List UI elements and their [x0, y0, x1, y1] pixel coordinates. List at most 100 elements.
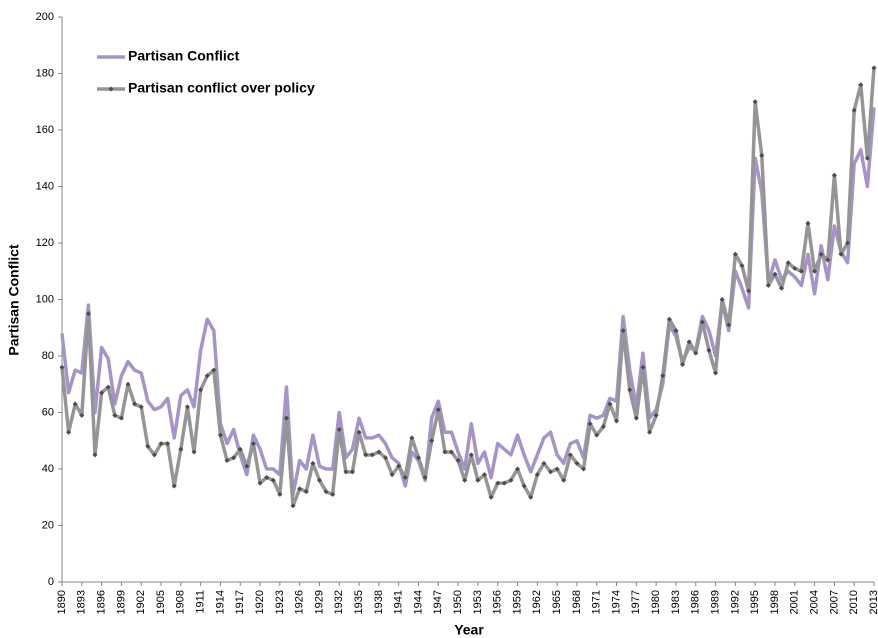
- marker: [145, 443, 151, 449]
- marker: [475, 477, 481, 483]
- series-line: [60, 107, 876, 497]
- marker: [541, 460, 547, 466]
- marker: [415, 455, 421, 461]
- marker: [429, 438, 435, 444]
- marker: [184, 404, 190, 410]
- marker: [158, 441, 164, 447]
- marker: [250, 441, 256, 447]
- x-tick-label: 1956: [492, 590, 504, 614]
- marker: [851, 107, 857, 113]
- marker: [666, 316, 672, 322]
- x-tick-label: 1920: [254, 590, 266, 614]
- marker: [548, 469, 554, 475]
- marker: [244, 463, 250, 469]
- marker: [349, 469, 355, 475]
- x-tick-label: 2004: [808, 590, 820, 614]
- y-axis-label: Partisan Conflict: [6, 244, 22, 356]
- marker: [211, 367, 217, 373]
- x-tick-label: 1935: [353, 590, 365, 614]
- marker: [237, 446, 243, 452]
- marker: [468, 452, 474, 458]
- x-tick-label: 2010: [848, 590, 860, 614]
- marker: [92, 452, 98, 458]
- marker: [79, 412, 85, 418]
- marker: [653, 412, 659, 418]
- x-tick-label: 1983: [670, 590, 682, 614]
- marker: [719, 297, 725, 302]
- marker: [567, 452, 573, 458]
- legend-marker: [108, 86, 114, 92]
- x-tick-label: 1944: [412, 590, 424, 614]
- marker: [660, 373, 666, 379]
- marker: [277, 491, 283, 497]
- marker: [765, 282, 771, 288]
- marker: [178, 446, 184, 452]
- marker: [204, 373, 210, 379]
- marker: [323, 489, 329, 495]
- marker: [812, 268, 818, 274]
- y-tick-label: 200: [36, 11, 54, 23]
- marker: [798, 268, 804, 274]
- marker: [132, 401, 138, 407]
- marker: [356, 429, 362, 435]
- marker: [310, 460, 316, 466]
- marker: [495, 480, 501, 486]
- marker: [554, 466, 560, 472]
- marker: [402, 474, 408, 480]
- marker: [845, 240, 851, 246]
- marker: [515, 466, 521, 472]
- marker: [620, 328, 626, 334]
- x-tick-label: 1959: [511, 590, 523, 614]
- marker: [713, 370, 719, 376]
- marker: [303, 489, 309, 495]
- marker: [382, 455, 388, 461]
- marker: [587, 421, 593, 427]
- y-tick-label: 120: [36, 237, 54, 249]
- y-tick-label: 40: [42, 463, 54, 475]
- y-tick-label: 160: [36, 124, 54, 136]
- marker: [343, 469, 349, 475]
- marker: [462, 477, 468, 483]
- marker: [171, 483, 177, 489]
- marker: [746, 288, 752, 294]
- marker: [825, 257, 831, 263]
- marker: [125, 381, 131, 387]
- marker: [422, 474, 428, 480]
- marker: [732, 251, 738, 257]
- marker: [409, 435, 415, 441]
- y-tick-label: 0: [48, 576, 54, 588]
- marker: [369, 452, 375, 458]
- marker: [72, 401, 78, 407]
- marker: [508, 477, 514, 483]
- x-tick-label: 1932: [333, 590, 345, 614]
- marker: [581, 466, 587, 472]
- marker: [112, 412, 118, 418]
- x-tick-label: 1989: [709, 590, 721, 614]
- x-tick-label: 1905: [155, 590, 167, 614]
- x-tick-label: 1992: [729, 590, 741, 614]
- x-tick-label: 1950: [452, 590, 464, 614]
- marker: [224, 458, 230, 464]
- marker: [574, 460, 580, 466]
- x-tick-label: 1998: [769, 590, 781, 614]
- marker: [66, 429, 72, 435]
- marker: [264, 474, 270, 480]
- marker: [151, 452, 157, 458]
- x-tick-label: 1986: [690, 590, 702, 614]
- x-tick-label: 1977: [630, 590, 642, 614]
- marker: [85, 311, 91, 317]
- marker: [330, 491, 336, 497]
- marker: [752, 99, 758, 105]
- marker: [191, 449, 197, 455]
- marker: [316, 477, 322, 483]
- marker: [488, 494, 494, 500]
- marker: [389, 472, 395, 478]
- x-tick-label: 1917: [234, 590, 246, 614]
- x-tick-label: 1974: [610, 590, 622, 614]
- y-tick-label: 180: [36, 67, 54, 79]
- x-tick-label: 1941: [393, 590, 405, 614]
- marker: [614, 418, 620, 424]
- series-line: [60, 67, 876, 508]
- marker: [706, 347, 712, 353]
